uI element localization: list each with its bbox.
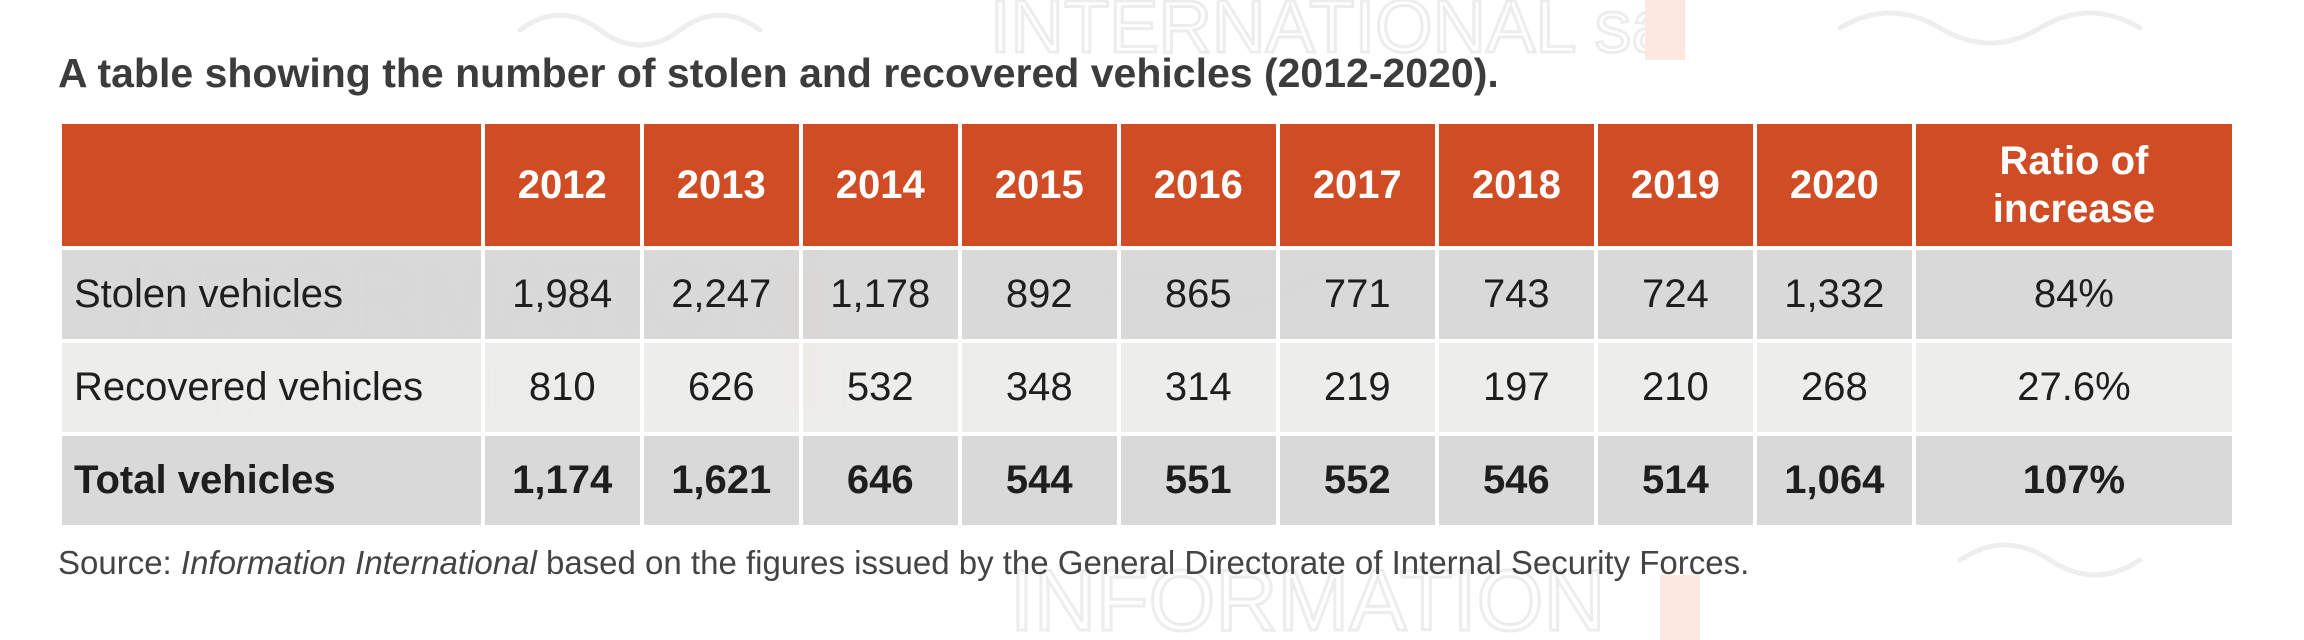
ratio-cell: 27.6% <box>1911 339 2237 436</box>
header-cell-ratio: Ratio of increase <box>1911 120 2237 250</box>
table-cell: 1,178 <box>798 246 962 343</box>
header-cell-year: 2013 <box>639 120 803 250</box>
table-cell: 532 <box>798 339 962 436</box>
table-cell: 892 <box>957 246 1121 343</box>
table-cell: 810 <box>480 339 644 436</box>
table-cell: 544 <box>957 432 1121 529</box>
row-label: Total vehicles <box>58 432 485 529</box>
header-cell-empty <box>58 120 485 250</box>
table-row-stolen: Stolen vehicles 1,984 2,247 1,178 892 86… <box>58 246 2237 343</box>
header-cell-year: 2019 <box>1593 120 1757 250</box>
table-cell: 514 <box>1593 432 1757 529</box>
header-cell-year: 2014 <box>798 120 962 250</box>
table-cell: 348 <box>957 339 1121 436</box>
table-cell: 268 <box>1752 339 1916 436</box>
table-cell: 552 <box>1275 432 1439 529</box>
table-cell: 743 <box>1434 246 1598 343</box>
table-cell: 724 <box>1593 246 1757 343</box>
source-name: Information International <box>180 544 537 581</box>
header-cell-year: 2015 <box>957 120 1121 250</box>
header-cell-year: 2012 <box>480 120 644 250</box>
table-cell: 646 <box>798 432 962 529</box>
table-cell: 219 <box>1275 339 1439 436</box>
table-row-total: Total vehicles 1,174 1,621 646 544 551 5… <box>58 432 2237 529</box>
header-row: 2012 2013 2014 2015 2016 2017 2018 2019 … <box>58 120 2237 250</box>
header-cell-year: 2016 <box>1116 120 1280 250</box>
source-prefix: Source: <box>58 544 181 581</box>
table-cell: 197 <box>1434 339 1598 436</box>
ratio-cell: 84% <box>1911 246 2237 343</box>
table-cell: 626 <box>639 339 803 436</box>
table-cell: 1,174 <box>480 432 644 529</box>
header-cell-year: 2017 <box>1275 120 1439 250</box>
row-label: Stolen vehicles <box>58 246 485 343</box>
table-cell: 546 <box>1434 432 1598 529</box>
table-cell: 1,621 <box>639 432 803 529</box>
table-cell: 865 <box>1116 246 1280 343</box>
table-cell: 551 <box>1116 432 1280 529</box>
row-label: Recovered vehicles <box>58 339 485 436</box>
ratio-cell: 107% <box>1911 432 2237 529</box>
source-suffix: based on the figures issued by the Gener… <box>536 544 1750 581</box>
table-cell: 1,064 <box>1752 432 1916 529</box>
header-cell-year: 2020 <box>1752 120 1916 250</box>
table-title: A table showing the number of stolen and… <box>58 50 1499 96</box>
table-cell: 314 <box>1116 339 1280 436</box>
table-cell: 210 <box>1593 339 1757 436</box>
table-cell: 2,247 <box>639 246 803 343</box>
table-cell: 1,332 <box>1752 246 1916 343</box>
vehicles-table: 2012 2013 2014 2015 2016 2017 2018 2019 … <box>58 120 2237 529</box>
table-cell: 771 <box>1275 246 1439 343</box>
table-cell: 1,984 <box>480 246 644 343</box>
header-cell-year: 2018 <box>1434 120 1598 250</box>
source-note: Source: Information International based … <box>58 544 1749 582</box>
table-row-recovered: Recovered vehicles 810 626 532 348 314 2… <box>58 339 2237 436</box>
